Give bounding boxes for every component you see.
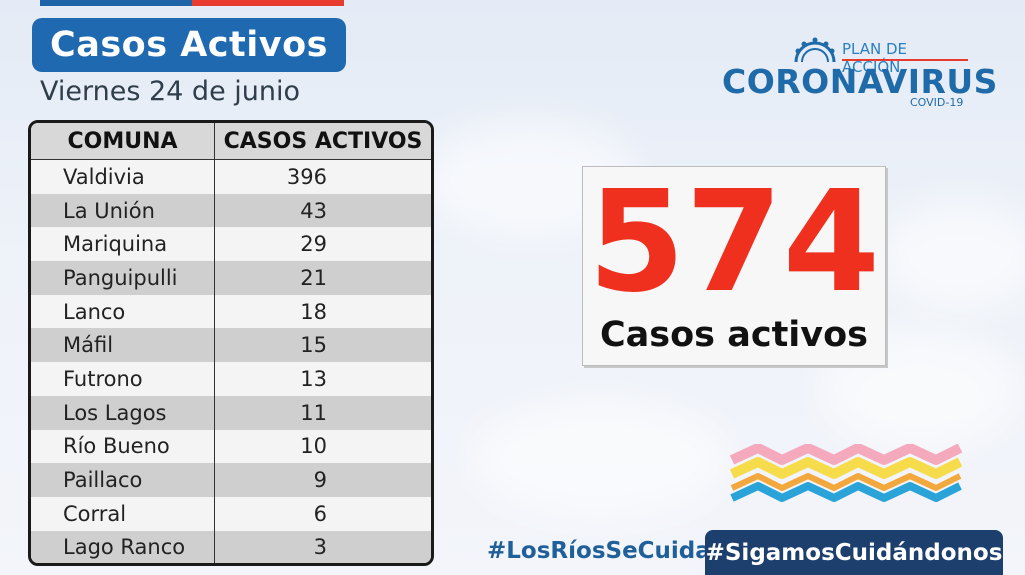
- table-row: Lago Ranco 3: [31, 530, 431, 563]
- comuna-cell: Corral: [31, 496, 215, 531]
- comuna-cell: Lago Ranco: [31, 530, 215, 563]
- top-color-bar: [40, 0, 344, 6]
- decorative-waves: [730, 444, 962, 502]
- logo-plan-text: PLAN DE ACCIÓN: [842, 40, 908, 76]
- comuna-cell: Lanco: [31, 294, 215, 329]
- comuna-cell: Máfil: [31, 328, 215, 363]
- casos-cell: 18: [214, 294, 431, 329]
- table-row: Los Lagos 11: [31, 395, 431, 430]
- column-header-casos: CASOS ACTIVOS: [214, 123, 431, 160]
- comuna-cell: La Unión: [31, 193, 215, 228]
- table-row: Futrono 13: [31, 362, 431, 396]
- comuna-cell: Panguipulli: [31, 261, 215, 295]
- comuna-cell: Valdivia: [31, 159, 215, 194]
- total-cases-label: Casos activos: [600, 315, 868, 355]
- comuna-cell: Mariquina: [31, 227, 215, 262]
- title-banner: Casos Activos: [32, 18, 346, 72]
- table-row: Río Bueno 10: [31, 429, 431, 464]
- casos-cell: 15: [214, 328, 431, 363]
- coronavirus-plan-logo: PLAN DE ACCIÓN CORONAVIRUS COVID-19: [720, 34, 997, 114]
- cases-table: COMUNA CASOS ACTIVOS Valdivia 396 La Uni…: [28, 120, 434, 566]
- total-cases-number: 574: [587, 161, 881, 324]
- casos-cell: 10: [214, 429, 431, 464]
- table-header-row: COMUNA CASOS ACTIVOS: [31, 123, 431, 160]
- table-row: Valdivia 396: [31, 159, 431, 194]
- hashtag-sigamos-banner: #SigamosCuidándonos: [705, 530, 1003, 575]
- casos-cell: 396: [214, 159, 431, 194]
- total-cases-card: 574 Casos activos: [582, 166, 886, 366]
- casos-cell: 9: [214, 463, 431, 497]
- casos-cell: 3: [214, 530, 431, 563]
- logo-covid-text: COVID-19: [910, 96, 964, 109]
- hashtag-los-rios: #LosRíosSeCuida: [487, 538, 711, 564]
- page-title: Casos Activos: [50, 25, 328, 65]
- logo-coronavirus-text: CORONAVIRUS: [722, 62, 998, 101]
- hashtag-sigamos: #SigamosCuidándonos: [705, 539, 1003, 566]
- table-row: Mariquina 29: [31, 227, 431, 262]
- table-row: Lanco 18: [31, 294, 431, 329]
- table-row: Panguipulli 21: [31, 261, 431, 295]
- casos-cell: 13: [214, 362, 431, 396]
- comuna-cell: Futrono: [31, 362, 215, 396]
- virus-icon: [794, 37, 836, 62]
- casos-cell: 43: [214, 193, 431, 228]
- casos-cell: 11: [214, 395, 431, 430]
- comuna-cell: Paillaco: [31, 463, 215, 497]
- column-header-comuna: COMUNA: [31, 123, 215, 160]
- casos-cell: 21: [214, 261, 431, 295]
- table-row: Paillaco 9: [31, 463, 431, 497]
- comuna-cell: Los Lagos: [31, 395, 215, 430]
- comuna-cell: Río Bueno: [31, 429, 215, 464]
- table-row: La Unión 43: [31, 193, 431, 228]
- table-row: Máfil 15: [31, 328, 431, 363]
- table-row: Corral 6: [31, 496, 431, 531]
- date-label: Viernes 24 de junio: [40, 76, 301, 107]
- casos-cell: 6: [214, 496, 431, 531]
- casos-cell: 29: [214, 227, 431, 262]
